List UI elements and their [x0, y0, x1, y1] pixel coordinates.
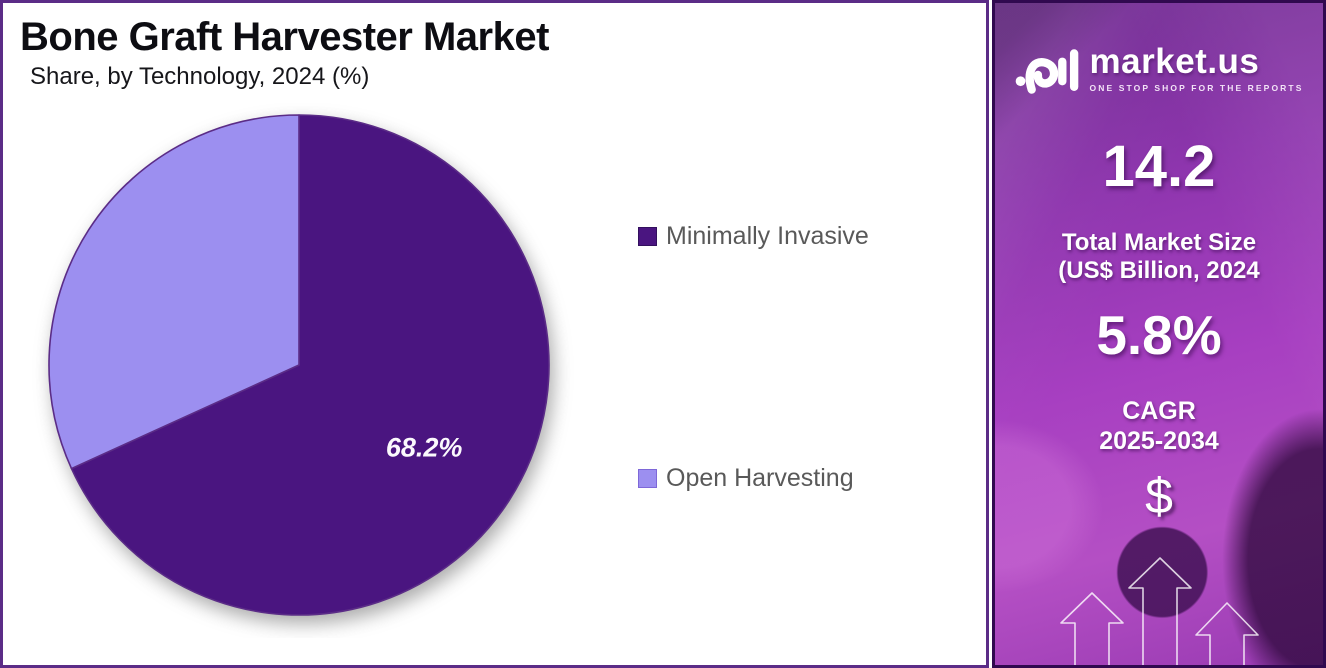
legend-swatch-minimally-invasive	[638, 227, 657, 246]
brand-name: market.us	[1089, 41, 1260, 81]
legend-item-minimally-invasive: Minimally Invasive	[638, 222, 869, 251]
chart-title: Bone Graft Harvester Market	[20, 15, 549, 59]
legend-label-minimally-invasive: Minimally Invasive	[666, 222, 869, 250]
pie-data-label: 68.2%	[386, 433, 463, 463]
brand-text-block: market.us ONE STOP SHOP FOR THE REPORTS	[1090, 44, 1304, 93]
stat-cagr-value: 5.8%	[1096, 304, 1222, 366]
brand-tagline: ONE STOP SHOP FOR THE REPORTS	[1089, 82, 1304, 93]
market-us-logo-icon	[1015, 49, 1078, 94]
stat-market-size-value: 14.2	[1102, 134, 1216, 199]
sidebar: market.us ONE STOP SHOP FOR THE REPORTS …	[992, 0, 1326, 668]
legend-label-open-harvesting: Open Harvesting	[666, 464, 854, 492]
legend-item-open-harvesting: Open Harvesting	[638, 464, 854, 493]
chart-subtitle: Share, by Technology, 2024 (%)	[30, 63, 370, 90]
chart-panel: Bone Graft Harvester Market Share, by Te…	[0, 0, 989, 668]
pie-slice-minimally-invasive	[70, 114, 550, 616]
stat-market-size-label: Total Market Size (US$ Billion, 2024	[1058, 229, 1260, 285]
brand-logo: market.us ONE STOP SHOP FOR THE REPORTS	[995, 37, 1323, 99]
dollar-icon: $	[1145, 468, 1173, 524]
stat-cagr-label: CAGR 2025-2034	[1099, 397, 1219, 455]
growth-arrows-icon	[1060, 557, 1259, 665]
legend-swatch-open-harvesting	[638, 469, 657, 488]
pie-chart: 68.2%	[48, 114, 550, 616]
pie-slice-open-harvesting	[48, 114, 300, 470]
